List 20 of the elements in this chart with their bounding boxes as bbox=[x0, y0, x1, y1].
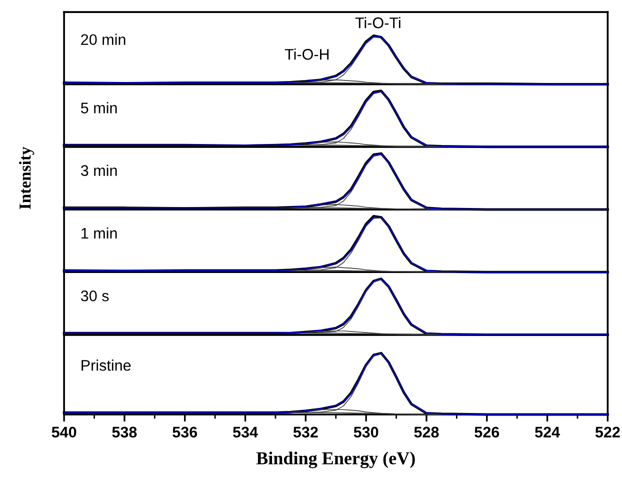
chart-title: Pristine bbox=[82, 360, 131, 371]
text: 5 min bbox=[80, 102, 117, 114]
x-tick-label: 532 bbox=[293, 426, 318, 438]
annotation: Ti-O-H bbox=[284, 48, 329, 60]
x-tick-label: 524 bbox=[535, 426, 560, 438]
x-tick-label: 540 bbox=[52, 426, 76, 438]
text: 3 min bbox=[80, 164, 117, 176]
x-tick-label: 536 bbox=[172, 426, 198, 438]
x-tick-label: 530 bbox=[354, 426, 378, 438]
x-tick-label: 528 bbox=[414, 426, 439, 438]
text: Ti-O-Ti bbox=[355, 17, 400, 28]
x-axis-title: Binding Energy (eV) bbox=[256, 452, 415, 468]
x-tick-label: 526 bbox=[474, 426, 500, 438]
x-tick-label: 522 bbox=[595, 426, 620, 438]
chart-title: 20 min bbox=[81, 34, 126, 46]
x-tick-label: 538 bbox=[112, 426, 137, 438]
x-tick-label: 534 bbox=[233, 426, 258, 438]
text: 1 min bbox=[82, 227, 117, 238]
y-axis-title: Intensity bbox=[19, 146, 34, 210]
text: 30 s bbox=[80, 290, 109, 302]
